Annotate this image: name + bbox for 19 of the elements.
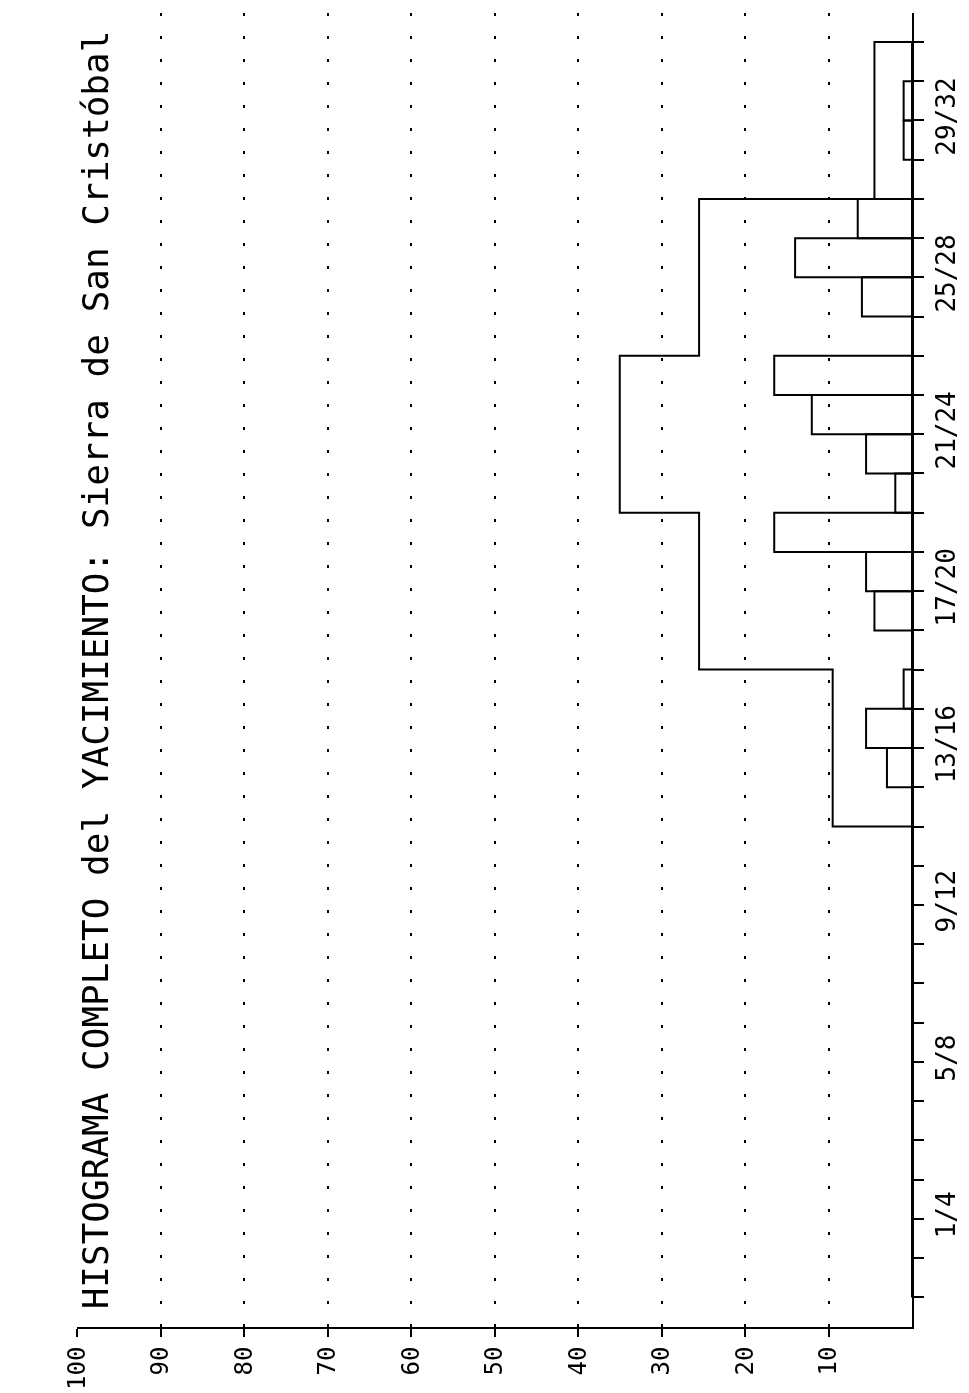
text: HISTOGRAMA COMPLETO del YACIMIENTO: Sierra de San Cristóbal: [75, 30, 117, 1310]
y-tick-label: 1/4: [931, 1191, 962, 1239]
y-tick-label: 9/12: [931, 869, 962, 933]
x-tick-label: 50: [480, 1346, 509, 1376]
y-tick-label: 5/8: [931, 1034, 962, 1082]
y-tick-label: 17/20: [931, 548, 962, 627]
y-tick-label: 29/32: [931, 77, 962, 156]
x-tick-label: 90: [146, 1346, 175, 1376]
y-tick-label: 13/16: [931, 705, 962, 784]
x-tick-label: 30: [647, 1346, 676, 1376]
x-tick-label: 70: [313, 1346, 342, 1376]
y-tick-label: 21/24: [931, 391, 962, 470]
x-tick-label: 100: [62, 1346, 91, 1390]
x-tick-label: 80: [229, 1346, 258, 1376]
x-tick-label: 40: [563, 1346, 592, 1376]
x-tick-label: 20: [730, 1346, 759, 1376]
y-tick-label: 25/28: [931, 234, 962, 313]
x-tick-label: 60: [396, 1346, 425, 1376]
x-tick-label: 10: [814, 1346, 843, 1376]
